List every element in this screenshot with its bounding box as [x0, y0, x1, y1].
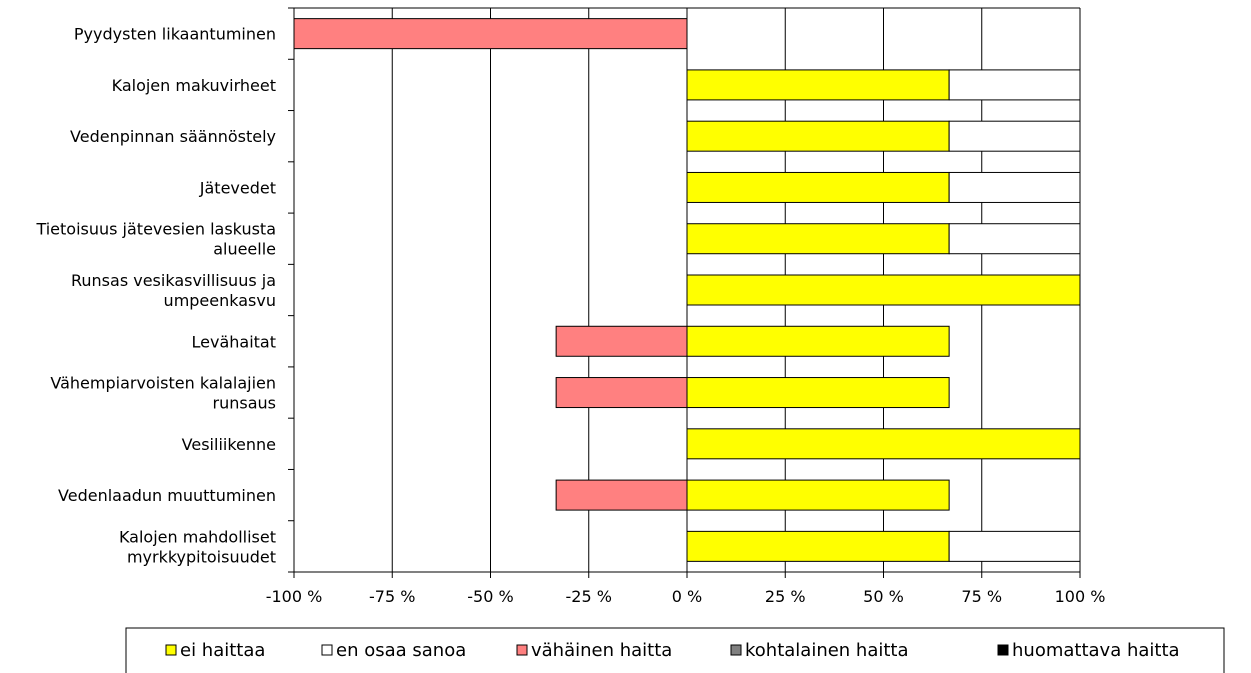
legend-label: huomattava haitta — [1012, 640, 1180, 661]
bar — [687, 275, 1080, 305]
x-tick-label: -100 % — [266, 587, 323, 606]
x-tick-label: -25 % — [566, 587, 612, 606]
category-label-line: Runsas vesikasvillisuus ja — [71, 271, 276, 290]
category-label: Vähempiarvoisten kalalajien runsaus — [50, 374, 276, 413]
bar — [687, 326, 949, 356]
x-tick-label: 25 % — [765, 587, 806, 606]
bar — [687, 429, 1080, 459]
bar — [687, 172, 949, 202]
category-label-line: runsaus — [213, 394, 276, 413]
category-label: Jätevedet — [199, 178, 276, 197]
category-label: Vedenpinnan säännöstely — [70, 127, 276, 146]
bar — [687, 224, 949, 254]
legend-swatch — [322, 645, 332, 655]
legend-label: ei haittaa — [180, 640, 265, 661]
category-label-line: Vedenlaadun muuttuminen — [58, 486, 276, 505]
legend: ei haittaa en osaa sanoa vähäinen haitta ko… — [126, 628, 1224, 673]
bar — [949, 531, 1080, 561]
legend-swatch — [166, 645, 176, 655]
category-label: Kalojen makuvirheet — [112, 76, 276, 95]
category-label: Vesiliikenne — [182, 435, 276, 454]
category-label-line: alueelle — [213, 240, 276, 259]
legend-label: vähäinen haitta — [531, 640, 672, 661]
bar — [556, 378, 687, 408]
category-label-line: Vesiliikenne — [182, 435, 276, 454]
bar — [556, 326, 687, 356]
legend-label: kohtalainen haitta — [745, 640, 909, 661]
category-label: Vedenlaadun muuttuminen — [58, 486, 276, 505]
category-label-line: Pyydysten likaantuminen — [74, 25, 276, 44]
bar — [687, 378, 949, 408]
x-tick-label: 0 % — [672, 587, 702, 606]
bar — [949, 172, 1080, 202]
bar — [949, 224, 1080, 254]
category-label-line: Vedenpinnan säännöstely — [70, 127, 276, 146]
legend-swatch — [998, 645, 1008, 655]
category-label: Tietoisuus jätevesien laskusta alueelle — [35, 220, 276, 259]
bar — [294, 19, 687, 49]
category-label: Runsas vesikasvillisuus ja umpeenkasvu — [71, 271, 276, 310]
category-label: Pyydysten likaantuminen — [74, 25, 276, 44]
category-label-line: Jätevedet — [199, 178, 276, 197]
x-tick-label: 100 % — [1055, 587, 1106, 606]
category-label-line: myrkkypitoisuudet — [127, 547, 276, 566]
category-label: Levähaitat — [192, 332, 277, 351]
category-label-line: Vähempiarvoisten kalalajien — [50, 374, 276, 393]
bar — [687, 121, 949, 151]
legend-swatch — [731, 645, 741, 655]
bar — [687, 480, 949, 510]
x-tick-label: -50 % — [467, 587, 513, 606]
x-tick-label: 75 % — [961, 587, 1002, 606]
category-label-line: Tietoisuus jätevesien laskusta — [35, 220, 276, 239]
category-label-line: umpeenkasvu — [164, 291, 276, 310]
x-tick-label: -75 % — [369, 587, 415, 606]
legend-swatch — [517, 645, 527, 655]
legend-label: en osaa sanoa — [336, 640, 466, 661]
bar — [687, 70, 949, 100]
x-tick-label: 50 % — [863, 587, 904, 606]
x-tick-labels: -100 % -75 % -50 % -25 % 0 % 25 % 50 % 75 % 100 … — [266, 587, 1106, 606]
bar — [949, 121, 1080, 151]
category-label-line: Kalojen makuvirheet — [112, 76, 276, 95]
bar — [556, 480, 687, 510]
category-label-line: Levähaitat — [192, 332, 277, 351]
category-label-line: Kalojen mahdolliset — [119, 527, 276, 546]
category-label: Kalojen mahdolliset myrkkypitoisuudet — [119, 527, 276, 566]
category-labels: Pyydysten likaantuminen Kalojen makuvirhe… — [35, 25, 276, 567]
bars — [294, 19, 1080, 562]
bar — [687, 531, 949, 561]
bar — [949, 70, 1080, 100]
